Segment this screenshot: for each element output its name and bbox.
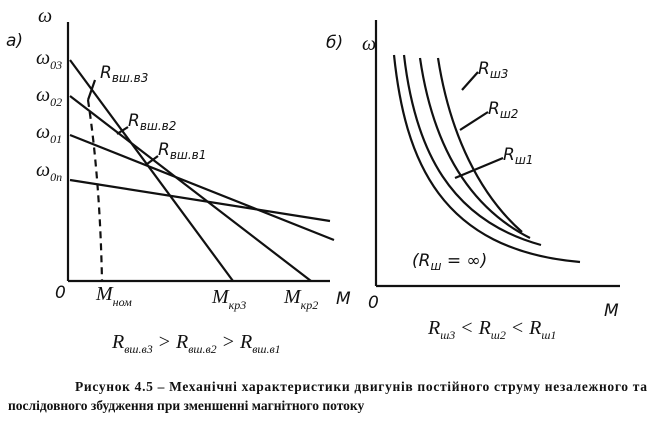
axis-label: ω	[38, 5, 52, 27]
label-main: ω	[36, 84, 50, 106]
limit-label: (Rш = ∞)	[412, 251, 487, 273]
label-sub: вш.в2	[140, 119, 177, 133]
curve-inf	[392, 54, 581, 264]
line-w0n	[69, 178, 331, 223]
term-sub: ш2	[491, 328, 506, 342]
label-main: R	[100, 63, 112, 83]
label-main: R	[488, 99, 500, 119]
term: R	[427, 317, 440, 339]
term-sub: вш.в1	[252, 342, 280, 356]
label-sub: ном	[113, 295, 132, 309]
leader	[146, 155, 159, 165]
origin: 0	[368, 293, 379, 313]
label-main: ω	[36, 159, 50, 181]
axis-label: M	[604, 301, 619, 321]
panel-tag: б)	[326, 33, 343, 53]
panel-tag: а)	[6, 31, 23, 51]
operator: <	[512, 317, 523, 339]
label-sub: ш	[430, 259, 441, 273]
term-sub: ш1	[541, 328, 556, 342]
label-sub: 01	[50, 132, 62, 146]
operator: >	[223, 331, 234, 353]
label-main: (R	[412, 251, 430, 271]
label-main: M	[283, 286, 302, 308]
label-main: R	[158, 140, 170, 160]
label-main: R	[478, 59, 490, 79]
curve-label: Rш3	[478, 59, 508, 81]
label-sub: кр3	[229, 298, 247, 312]
line-w03	[69, 59, 234, 282]
curve-r2	[418, 57, 531, 239]
line-w02	[69, 95, 312, 282]
leader	[459, 111, 489, 131]
torque-label: Mкр2	[283, 286, 318, 312]
label-main: M	[211, 286, 230, 308]
caption-line: послідовного збудження при зменшенні маг…	[8, 398, 364, 413]
term-sub: ш3	[440, 328, 455, 342]
speed-label: ω02	[36, 84, 62, 109]
term-sub: вш.в2	[188, 342, 216, 356]
curve-label: Rш1	[503, 145, 533, 167]
torque-label: Mном	[95, 283, 132, 309]
leader	[116, 126, 129, 135]
panel-a: а) ω ω03 ω02 ω01 ω0n Rвш.в3 Rвш.в2 Rвш.в…	[6, 5, 351, 356]
operator: >	[159, 331, 170, 353]
label-sub: 0n	[50, 170, 62, 184]
label-sub: 03	[50, 58, 62, 72]
label-main: R	[503, 145, 515, 165]
term: R	[175, 331, 188, 353]
curve-label: Rш2	[488, 99, 518, 121]
operator: <	[461, 317, 472, 339]
label-main: ω	[36, 121, 50, 143]
torque-label: Mкр3	[211, 286, 246, 312]
term: R	[239, 331, 252, 353]
term: R	[111, 331, 124, 353]
curve-r3	[436, 57, 523, 233]
axis-label: ω	[362, 33, 376, 55]
speed-label: ω01	[36, 121, 62, 146]
curve-label: Rвш.в3	[100, 63, 148, 85]
term: R	[528, 317, 541, 339]
leader	[86, 79, 97, 101]
term-sub: вш.в3	[124, 342, 152, 356]
speed-label: ω0n	[36, 159, 62, 184]
nominal-dash	[86, 99, 104, 282]
label-sub: 02	[50, 95, 62, 109]
formula: Rвш.в3 > Rвш.в2 > Rвш.в1	[111, 331, 281, 356]
curve-label: Rвш.в2	[128, 111, 176, 133]
label-main: ω	[36, 47, 50, 69]
line-w01	[69, 133, 335, 242]
curve-label: Rвш.в1	[158, 140, 206, 162]
origin: 0	[55, 283, 66, 303]
leader	[454, 156, 504, 180]
label-sub: вш.в1	[170, 148, 207, 162]
label-sub: ш2	[500, 107, 519, 121]
curve-r1	[402, 54, 542, 247]
label-sub: ш1	[515, 153, 534, 167]
axis-label: M	[336, 289, 351, 309]
panel-b: б) ω Rш3 Rш2 Rш1 (Rш = ∞) 0 M Rш3 < Rш2 < Rш…	[326, 20, 620, 342]
label-rest: = ∞)	[441, 251, 487, 271]
term: R	[478, 317, 491, 339]
formula: Rш3 < Rш2 < Rш1	[427, 317, 556, 342]
speed-label: ω03	[36, 47, 62, 72]
label-sub: кр2	[301, 298, 319, 312]
label-main: M	[95, 283, 114, 305]
label-main: R	[128, 111, 140, 131]
leader	[461, 71, 479, 91]
label-sub: вш.в3	[112, 71, 149, 85]
label-sub: ш3	[490, 67, 509, 81]
caption-line: Рисунок 4.5 – Механічні характеристики д…	[75, 379, 647, 394]
